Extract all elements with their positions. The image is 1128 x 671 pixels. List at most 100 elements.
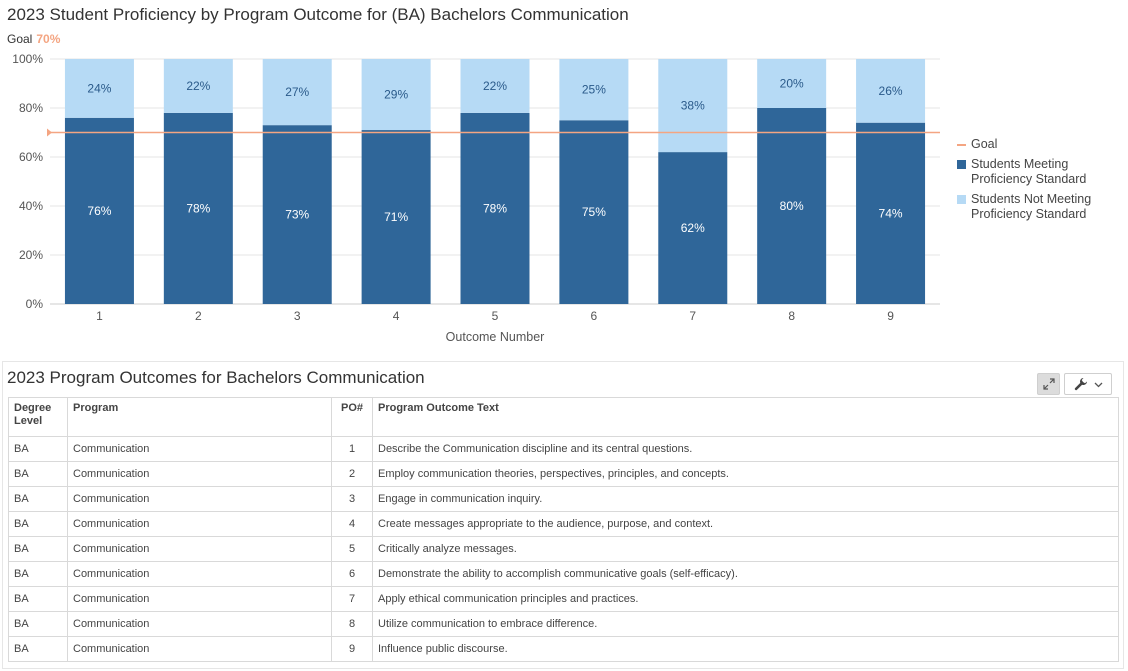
- chevron-down-icon: [1094, 382, 1102, 387]
- bar-meeting: [64, 117, 134, 304]
- y-tick-label: 20%: [19, 248, 43, 262]
- bar-not-meeting: [361, 59, 431, 131]
- bar-not-meeting: [658, 59, 728, 153]
- cell-po-number: 8: [331, 611, 373, 637]
- table-row: BA Communication 8 Utilize communication to…: [8, 611, 1119, 637]
- cell-degree: BA: [8, 461, 68, 487]
- bar-meeting: [559, 120, 629, 304]
- data-label-meeting: 62%: [681, 221, 705, 235]
- tools-menu-button[interactable]: [1064, 373, 1112, 395]
- cell-degree: BA: [8, 636, 68, 662]
- x-tick-label: 5: [492, 309, 499, 323]
- cell-po-number: 7: [331, 586, 373, 612]
- x-tick-label: 6: [591, 309, 598, 323]
- cell-po-number: 6: [331, 561, 373, 587]
- table-row: BA Communication 5 Critically analyze messa…: [8, 536, 1119, 562]
- cell-outcome-text: Demonstrate the ability to accomplish co…: [372, 561, 1119, 587]
- cell-degree: BA: [8, 586, 68, 612]
- header-outcome-text[interactable]: Program Outcome Text: [372, 397, 1119, 437]
- cell-po-number: 2: [331, 461, 373, 487]
- outcomes-panel: 2023 Program Outcomes for Bachelors Comm…: [2, 361, 1124, 669]
- proficiency-bar-chart: 0% 20% 40% 60% 80% 100% 76% 24% 1 78% 22% 2 73% 27% 3 7…: [12, 52, 940, 344]
- cell-program: Communication: [67, 636, 332, 662]
- bar-not-meeting: [559, 59, 629, 121]
- x-tick-label: 3: [294, 309, 301, 323]
- goal-caption-label: Goal: [7, 32, 33, 46]
- cell-degree: BA: [8, 561, 68, 587]
- cell-program: Communication: [67, 611, 332, 637]
- header-degree-level[interactable]: Degree Level: [8, 397, 68, 437]
- bar-not-meeting: [856, 59, 926, 123]
- legend-meeting-label: Students Meeting Proficiency Standard: [971, 157, 1087, 186]
- table-row: BA Communication 7 Apply ethical communicat…: [8, 586, 1119, 612]
- cell-degree: BA: [8, 511, 68, 537]
- legend-goal-label: Goal: [971, 137, 998, 151]
- expand-button[interactable]: [1037, 373, 1060, 395]
- table-header-row: Degree Level Program PO# Program Outcome…: [8, 397, 1119, 437]
- legend-item-meeting[interactable]: Students Meeting Proficiency Standard: [957, 157, 1125, 187]
- chart-legend: Goal Students Meeting Proficiency Standa…: [957, 137, 1125, 227]
- cell-program: Communication: [67, 586, 332, 612]
- cell-outcome-text: Apply ethical communication principles a…: [372, 586, 1119, 612]
- table-row: BA Communication 3 Engage in communication …: [8, 486, 1119, 512]
- data-label-meeting: 76%: [87, 204, 111, 218]
- cell-outcome-text: Engage in communication inquiry.: [372, 486, 1119, 512]
- bar-not-meeting: [757, 59, 827, 108]
- cell-degree: BA: [8, 611, 68, 637]
- y-tick-label: 40%: [19, 199, 43, 213]
- wrench-icon: [1074, 378, 1087, 391]
- chart-title: 2023 Student Proficiency by Program Outc…: [7, 5, 629, 24]
- cell-program: Communication: [67, 536, 332, 562]
- legend-goal-swatch: [957, 144, 966, 146]
- bar-meeting: [856, 122, 926, 304]
- table-row: BA Communication 4 Create messages appropri…: [8, 511, 1119, 537]
- bar-not-meeting: [64, 59, 134, 118]
- x-tick-label: 7: [689, 309, 696, 323]
- y-tick-label: 100%: [12, 52, 43, 66]
- y-tick-label: 80%: [19, 101, 43, 115]
- data-label-not-meeting: 29%: [384, 88, 408, 102]
- bar-meeting: [757, 108, 827, 304]
- data-label-not-meeting: 27%: [285, 85, 309, 99]
- legend-not-meeting-label: Students Not Meeting Proficiency Standar…: [971, 192, 1092, 221]
- table-row: BA Communication 9 Influence public discour…: [8, 636, 1119, 662]
- expand-icon: [1042, 378, 1055, 390]
- cell-outcome-text: Describe the Communication discipline an…: [372, 436, 1119, 462]
- bar-meeting: [658, 152, 728, 304]
- table-title: 2023 Program Outcomes for Bachelors Comm…: [7, 368, 425, 387]
- x-axis-title: Outcome Number: [446, 330, 545, 344]
- table-row: BA Communication 1 Describe the Communicati…: [8, 436, 1119, 462]
- data-label-not-meeting: 25%: [582, 83, 606, 97]
- bar-not-meeting: [163, 59, 233, 113]
- goal-marker: [47, 128, 52, 137]
- x-tick-label: 2: [195, 309, 202, 323]
- goal-caption-value: 70%: [36, 32, 61, 46]
- cell-program: Communication: [67, 486, 332, 512]
- cell-program: Communication: [67, 461, 332, 487]
- bar-meeting: [262, 125, 332, 305]
- cell-po-number: 4: [331, 511, 373, 537]
- cell-po-number: 5: [331, 536, 373, 562]
- goal-caption: Goal 70%: [7, 32, 60, 46]
- legend-item-not-meeting[interactable]: Students Not Meeting Proficiency Standar…: [957, 192, 1125, 222]
- header-program[interactable]: Program: [67, 397, 332, 437]
- cell-outcome-text: Influence public discourse.: [372, 636, 1119, 662]
- data-label-meeting: 71%: [384, 210, 408, 224]
- x-tick-label: 8: [788, 309, 795, 323]
- table-row: BA Communication 2 Employ communication the…: [8, 461, 1119, 487]
- cell-program: Communication: [67, 436, 332, 462]
- data-label-meeting: 73%: [285, 208, 309, 222]
- cell-degree: BA: [8, 536, 68, 562]
- cell-program: Communication: [67, 561, 332, 587]
- cell-outcome-text: Create messages appropriate to the audie…: [372, 511, 1119, 537]
- header-po-number[interactable]: PO#: [331, 397, 373, 437]
- data-label-not-meeting: 20%: [780, 77, 804, 91]
- data-label-meeting: 78%: [186, 201, 210, 215]
- bar-not-meeting: [460, 59, 530, 113]
- data-label-not-meeting: 38%: [681, 99, 705, 113]
- bar-meeting: [361, 130, 431, 304]
- data-label-meeting: 80%: [780, 199, 804, 213]
- y-tick-label: 0%: [26, 297, 44, 311]
- legend-item-goal[interactable]: Goal: [957, 137, 1125, 152]
- data-label-meeting: 78%: [483, 201, 507, 215]
